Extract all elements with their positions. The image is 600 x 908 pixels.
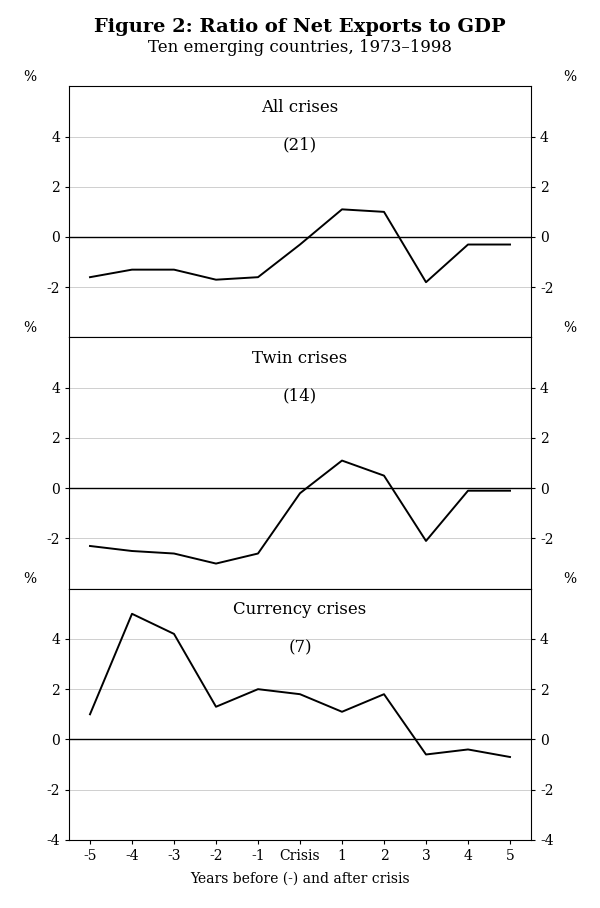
X-axis label: Years before (-) and after crisis: Years before (-) and after crisis [190,872,410,885]
Text: %: % [23,70,36,84]
Text: %: % [23,321,36,335]
Text: %: % [564,321,577,335]
Text: (7): (7) [288,639,312,656]
Text: %: % [564,572,577,587]
Text: Figure 2: Ratio of Net Exports to GDP: Figure 2: Ratio of Net Exports to GDP [94,18,506,36]
Text: Twin crises: Twin crises [253,350,347,367]
Text: %: % [564,70,577,84]
Text: (14): (14) [283,388,317,405]
Text: Ten emerging countries, 1973–1998: Ten emerging countries, 1973–1998 [148,39,452,56]
Text: %: % [23,572,36,587]
Text: Currency crises: Currency crises [233,601,367,618]
Text: (21): (21) [283,136,317,153]
Text: All crises: All crises [262,99,338,116]
